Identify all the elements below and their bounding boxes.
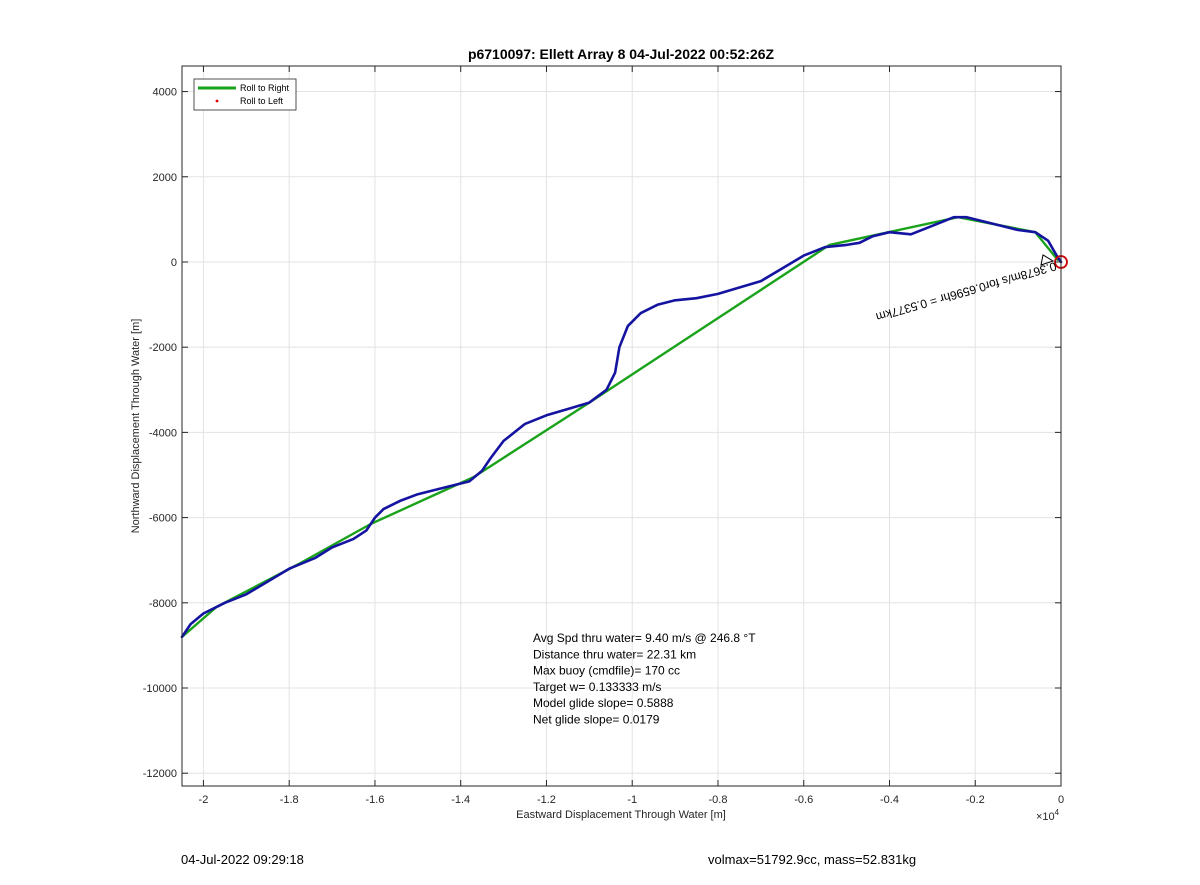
x-tick-label: -0.4: [880, 794, 899, 806]
stats-line: Net glide slope= 0.0179: [533, 713, 660, 727]
y-tick-label: -8000: [149, 598, 177, 610]
x-tick-label: -1: [627, 794, 637, 806]
x-axis-label: Eastward Displacement Through Water [m]: [516, 809, 726, 821]
legend-swatch-roll-left: [215, 99, 219, 103]
y-tick-label: -6000: [149, 513, 177, 525]
x-exponent-label: ×104: [1036, 808, 1060, 823]
x-tick-label: -1.6: [365, 794, 384, 806]
stats-line: Avg Spd thru water= 9.40 m/s @ 246.8 °T: [533, 631, 756, 645]
y-tick-label: 0: [171, 257, 177, 269]
x-tick-label: -0.6: [794, 794, 813, 806]
legend-box: [193, 78, 297, 111]
stats-line: Model glide slope= 0.5888: [533, 696, 674, 710]
footer-mass-info: volmax=51792.9cc, mass=52.831kg: [708, 852, 917, 867]
y-tick-label: -4000: [149, 427, 177, 439]
stats-line: Max buoy (cmdfile)= 170 cc: [533, 664, 680, 678]
x-tick-label: -0.2: [966, 794, 985, 806]
x-tick-label: -1.2: [537, 794, 556, 806]
legend-label-roll-left: Roll to Left: [240, 96, 284, 106]
ticks: -2 -1.8 -1.6 -1.4 -1.2 -1 -0.8 -0.6 -0.4 -0.2 0 -12…: [143, 66, 1064, 806]
series-track-line: [180, 215, 1063, 639]
plot-frame: [181, 65, 1062, 787]
y-tick-label: 4000: [153, 87, 177, 99]
x-tick-label: -2: [199, 794, 209, 806]
x-tick-label: -0.8: [708, 794, 727, 806]
y-tick-label: 2000: [153, 172, 177, 184]
arrow-head-marker: [1040, 254, 1055, 266]
legend-label-roll-right: Roll to Right: [240, 83, 290, 93]
grid: [182, 66, 1062, 786]
series-roll-right-line: [180, 216, 1059, 639]
x-tick-label: -1.4: [451, 794, 470, 806]
y-tick-label: -12000: [143, 768, 177, 780]
stats-line: Target w= 0.133333 m/s: [533, 680, 661, 694]
stats-line: Distance thru water= 22.31 km: [533, 647, 696, 661]
stats-block: Avg Spd thru water= 9.40 m/s @ 246.8 °T D…: [533, 631, 756, 727]
x-tick-label: 0: [1058, 794, 1064, 806]
rotated-annotation: 0.3678m/s for0.6596hr = 0.5377km: [874, 259, 1058, 324]
series-layer: [180, 215, 1068, 639]
legend: Roll to Right Roll to Left: [193, 78, 297, 111]
chart-title: p6710097: Ellett Array 8 04-Jul-2022 00:…: [468, 46, 775, 62]
y-axis-label: Northward Displacement Through Water [m]: [130, 319, 142, 534]
y-tick-label: -10000: [143, 683, 177, 695]
footer-timestamp: 04-Jul-2022 09:29:18: [181, 852, 304, 867]
x-tick-label: -1.8: [280, 794, 299, 806]
y-tick-label: -2000: [149, 342, 177, 354]
